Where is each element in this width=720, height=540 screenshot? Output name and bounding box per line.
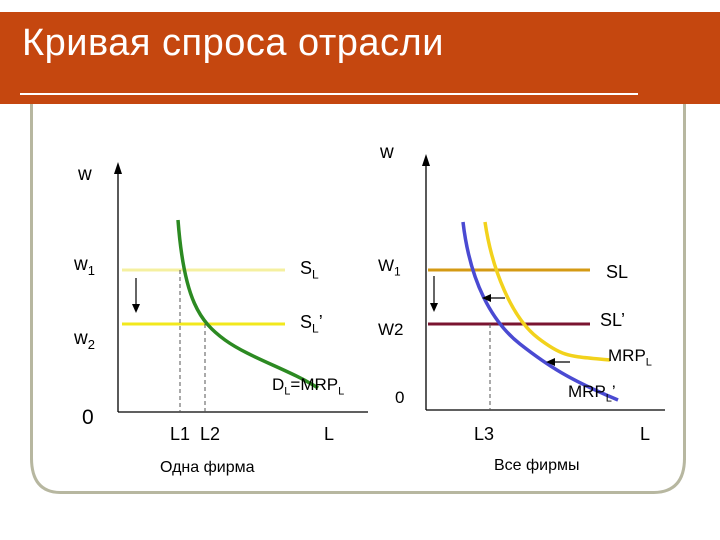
left-w2-letter: w	[74, 328, 88, 349]
right-mrp-prime-mark: ’	[611, 382, 616, 401]
right-y-axis-arrow	[422, 154, 430, 166]
left-sl-prime-subscript: L	[312, 321, 319, 336]
left-panel-caption: Одна фирма	[160, 459, 255, 476]
left-shift-arrowhead	[132, 304, 140, 313]
right-y-axis-label: w	[380, 142, 394, 163]
left-l1-label: L1	[170, 424, 191, 444]
title-bar	[0, 12, 720, 104]
left-y-axis-label: w	[78, 164, 92, 185]
title-bar-corner	[680, 12, 720, 104]
right-w1-label: W1	[378, 256, 401, 278]
right-curve-shift-arrowhead-lower	[546, 358, 555, 366]
frame-bottom-border	[60, 491, 654, 494]
right-l3-label: L3	[474, 424, 495, 444]
right-sl-label: SL	[606, 262, 629, 282]
left-demand-label: DL=MRPL	[272, 375, 344, 397]
right-mrp-letters: MRP	[608, 346, 646, 365]
left-w1-letter: w	[74, 254, 88, 275]
left-demand-curve	[176, 219, 319, 390]
frame-bottom-right-corner	[653, 457, 686, 494]
right-mrp-subscript: L	[645, 356, 652, 369]
left-sl-label: SL	[300, 258, 319, 282]
right-mrp-curve	[483, 221, 611, 362]
left-sl-prime-mark: ’	[318, 312, 323, 332]
left-origin-label: 0	[82, 406, 94, 429]
frame-left-border	[30, 104, 33, 460]
left-sl-prime-letter: S	[300, 312, 313, 332]
left-demand-sub2: L	[338, 385, 345, 398]
right-mrp-prime-letters: MRP	[568, 382, 606, 401]
left-sl-subscript: L	[312, 267, 319, 282]
left-l2-label: L2	[200, 424, 221, 444]
right-mrp-label: MRPL	[608, 346, 652, 368]
slide-title: Кривая спроса отрасли	[22, 22, 444, 64]
right-x-axis-label: L	[640, 424, 651, 444]
right-origin-label: 0	[395, 388, 405, 407]
right-w1-subscript: 1	[394, 264, 401, 279]
left-sl-letter: S	[300, 258, 313, 278]
left-w2-label: w2	[74, 328, 95, 352]
right-mrp-prime-label: MRPL’	[568, 382, 616, 404]
left-w1-subscript: 1	[87, 262, 95, 278]
left-w2-subscript: 2	[87, 336, 95, 352]
title-underline	[20, 93, 638, 95]
right-mrp-prime-curve	[461, 221, 619, 402]
left-x-axis-label: L	[324, 424, 335, 444]
right-shift-arrowhead	[430, 303, 438, 312]
right-curve-shift-arrowhead-upper	[482, 294, 491, 302]
right-mrp-prime-subscript: L	[605, 392, 612, 405]
left-w1-label: w1	[74, 254, 95, 278]
left-sl-prime-label: SL’	[300, 312, 323, 336]
right-sl-prime-label: SL’	[600, 310, 626, 330]
right-panel-caption: Все фирмы	[494, 457, 580, 474]
right-w1-letter: W	[378, 256, 395, 275]
frame-right-border	[683, 104, 686, 460]
left-demand-d: D	[272, 375, 285, 394]
left-demand-mrp: =MRP	[290, 375, 339, 394]
left-y-axis-arrow	[114, 162, 122, 174]
left-demand-sub1: L	[284, 385, 291, 398]
frame-bottom-left-corner	[30, 457, 61, 494]
right-w2-label: W2	[378, 320, 404, 339]
